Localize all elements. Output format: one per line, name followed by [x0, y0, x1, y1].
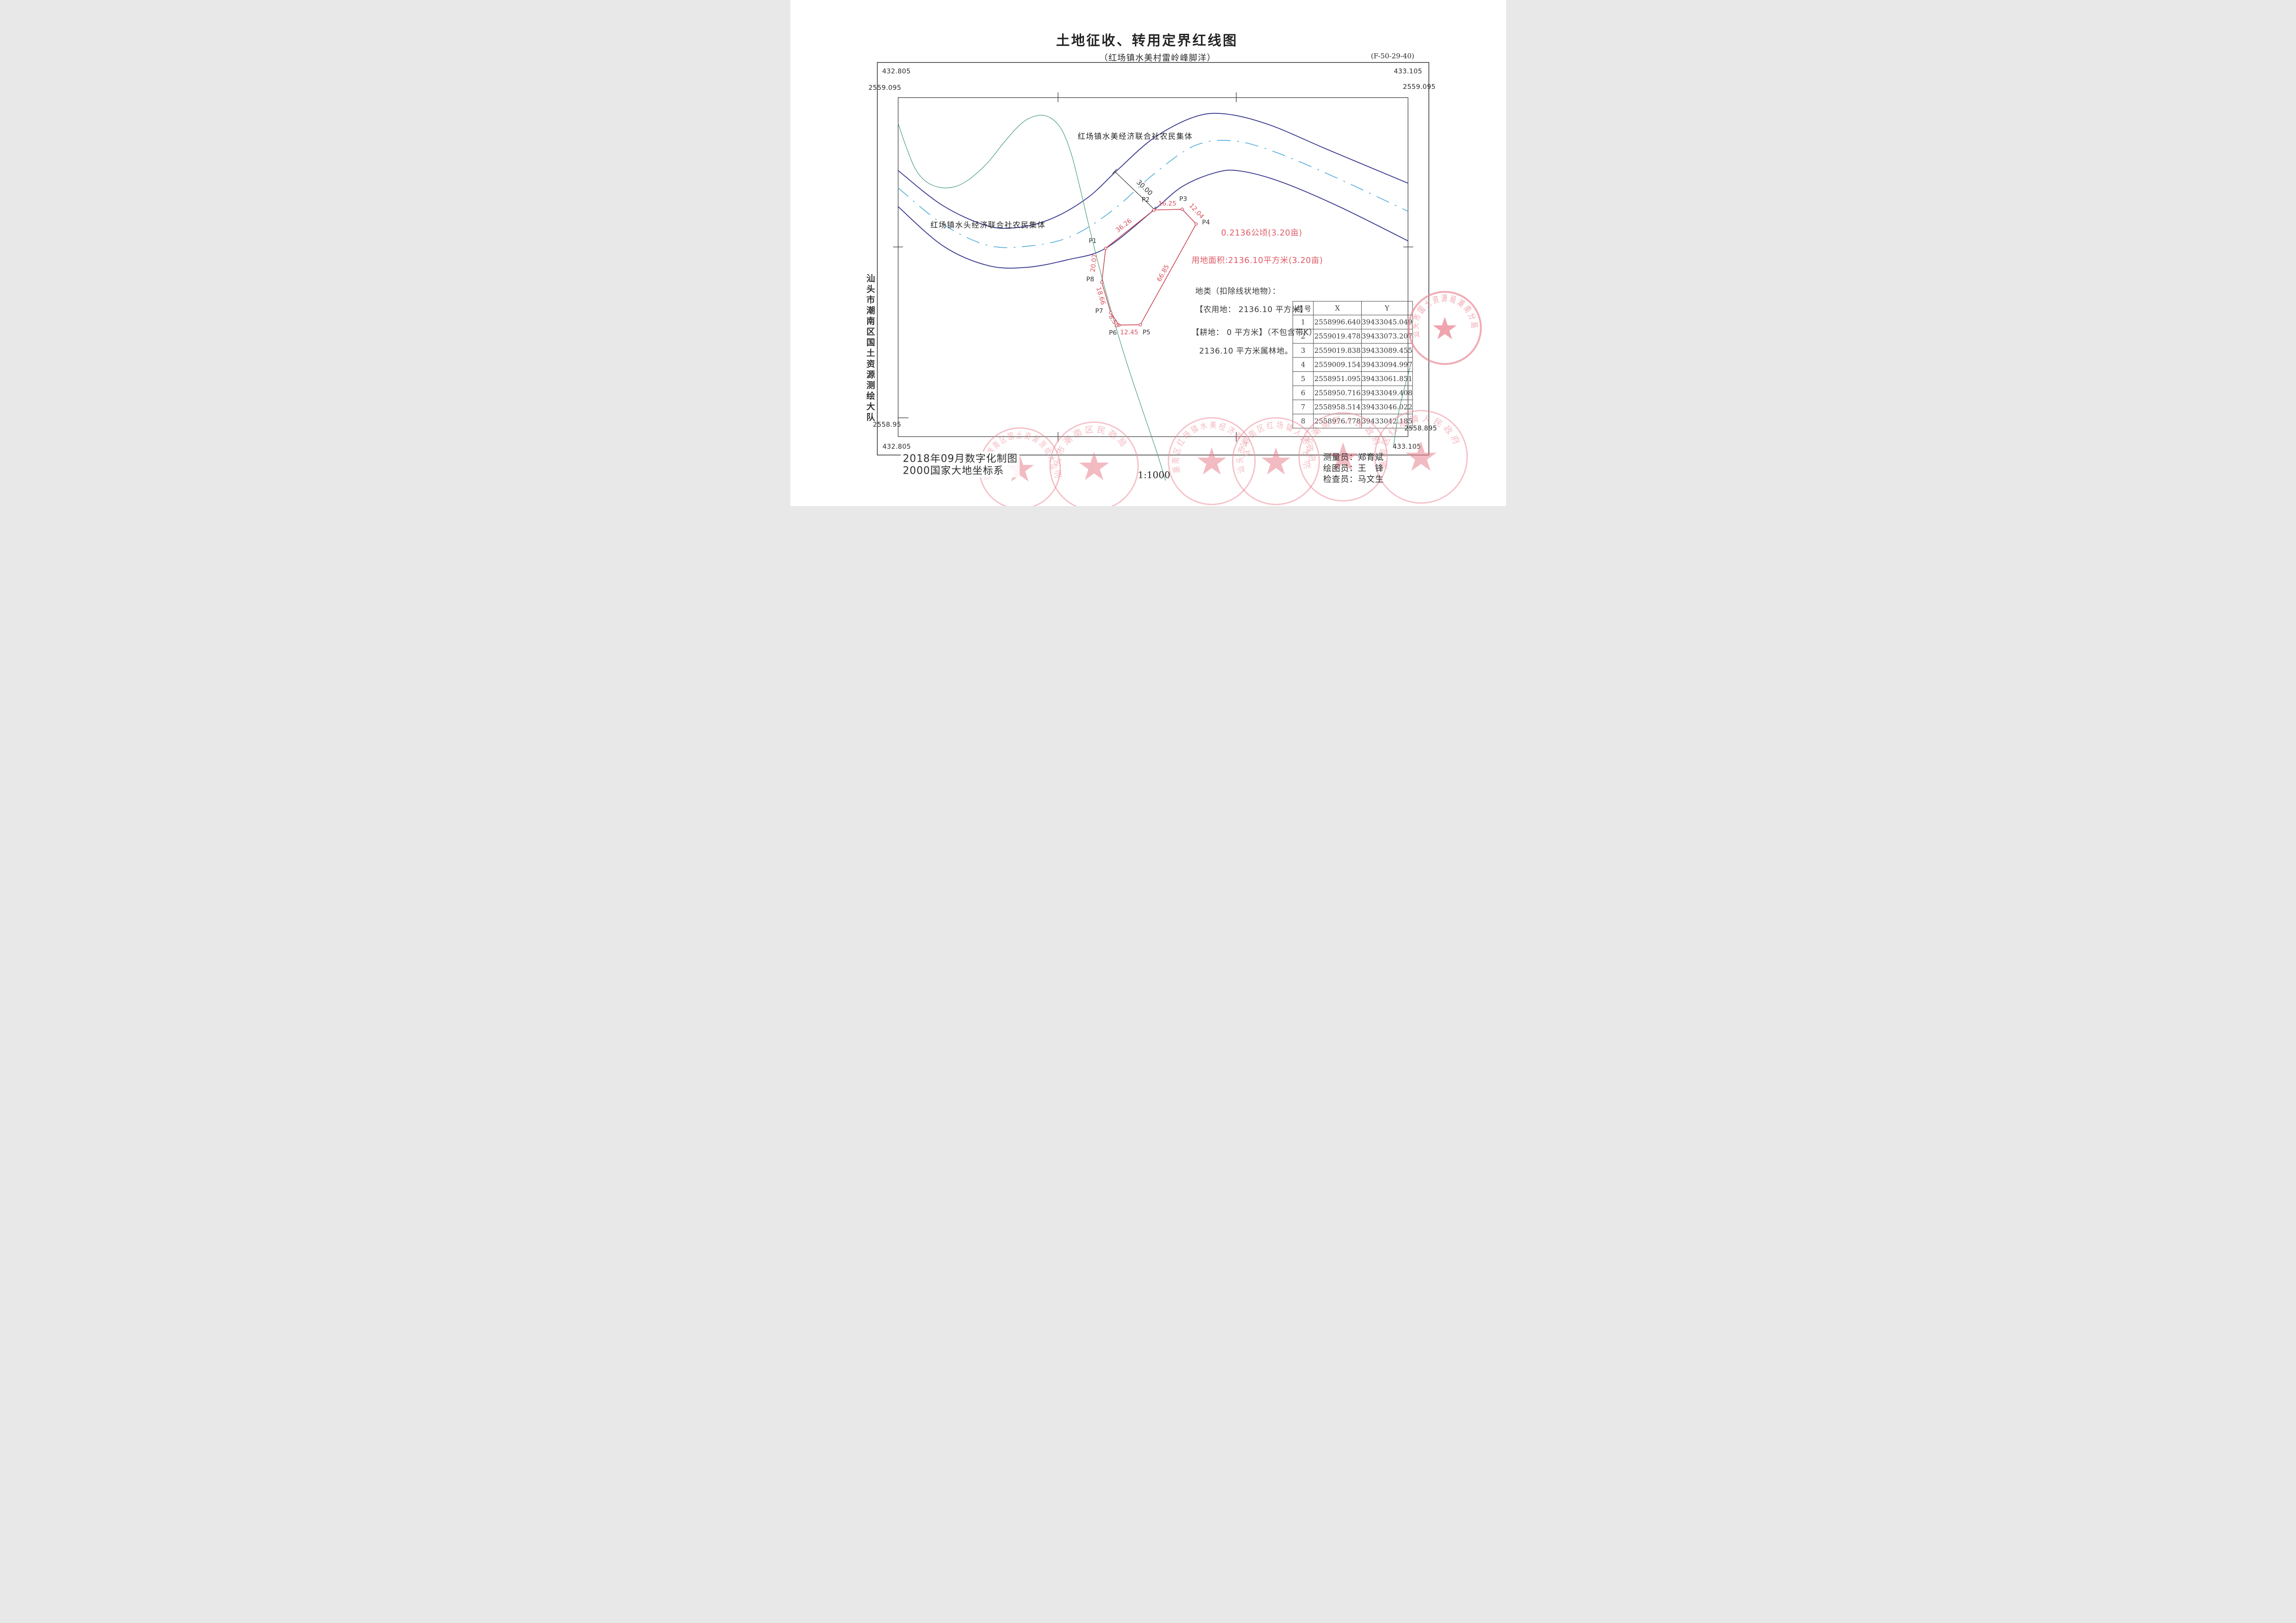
official-seal: 潮南区红场镇水美经济联合社 ★: [1167, 417, 1256, 505]
table-row: 6 2558950.716 39433049.408: [1292, 385, 1413, 401]
col-header-x: X: [1313, 301, 1362, 315]
col-header-y: Y: [1361, 301, 1413, 315]
area-sqm-label: 用地面积:2136.10平方米(3.20亩): [1191, 256, 1323, 265]
star-icon: ★: [1259, 440, 1293, 484]
coordinate-system: 2000国家大地坐标系: [902, 464, 1004, 476]
table-row: 2 2559019.478 39433073.207: [1292, 329, 1413, 344]
official-seal: 汕头市潮南区红场镇人民政府 ★: [1232, 417, 1320, 505]
road-centerline: [897, 140, 1408, 248]
digitization-date: 2018年09月数字化制图: [902, 452, 1018, 464]
cell-x: 2559019.838: [1313, 343, 1362, 358]
owner-label-top: 红场镇水美经济联合社农民集体: [1077, 132, 1193, 141]
page-subtitle: （红场镇水美村雷岭峰脚洋）: [1099, 53, 1216, 63]
cell-y: 39433049.408: [1361, 385, 1413, 401]
cell-point: 6: [1292, 385, 1314, 401]
checker-name: 检查员：马文生: [1323, 474, 1384, 484]
map-scale: 1:1000: [1137, 470, 1170, 481]
staff-block: 测量员：郑育斌 绘图员：王 锋 检查员：马文生: [1323, 452, 1383, 485]
cell-x: 2558950.716: [1313, 385, 1362, 401]
cell-point: 1: [1292, 314, 1314, 330]
table-row: 4 2559009.154 39433094.997: [1292, 357, 1413, 372]
coordinate-table: 点 号 X Y 1 2558996.640 39433045.049 2 255901…: [1292, 301, 1413, 429]
edge-length-p5p6: 12.45: [1120, 328, 1139, 336]
map-sheet: 土地征收、转用定界红线图 （红场镇水美村雷岭峰脚洋） (F-50-29-40) …: [790, 0, 1506, 506]
owner-label-left: 红场镇水头经济联合社农民集体: [930, 221, 1045, 230]
edge-length-p8p1: 20.07: [1089, 253, 1098, 273]
official-seal: 汕头市潮南区民政局 ★: [1049, 421, 1139, 506]
official-seal: 汕头市潮南区人民政府 ★: [1298, 412, 1388, 502]
road-edge-upper: [897, 113, 1408, 229]
cell-point: 7: [1292, 400, 1314, 414]
area-hectares-label: 0.2136公顷(3.20亩): [1220, 228, 1302, 238]
point-label-p4: P4: [1201, 219, 1210, 226]
landclass-agricultural: 【农用地： 2136.10 平方米】: [1195, 305, 1308, 314]
table-row: 5 2558951.095 39433061.851: [1292, 371, 1413, 386]
point-label-p5: P5: [1142, 328, 1151, 336]
point-label-p2: P2: [1141, 195, 1150, 203]
star-icon: ★: [1326, 434, 1360, 480]
surveying-brigade-vertical-label: 汕头市潮南区国土资源测绘大队: [864, 274, 875, 424]
stream-line: [897, 115, 1166, 481]
cell-point: 4: [1292, 357, 1314, 372]
sheet-number: (F-50-29-40): [1370, 52, 1414, 60]
corner-coord-bottom-left-northing: 2558.95: [872, 420, 901, 428]
point-label-p1: P1: [1089, 237, 1097, 244]
corner-coord-top-right-easting: 433.105: [1393, 67, 1422, 75]
map-inner-frame: [897, 97, 1408, 437]
cell-x: 2559009.154: [1313, 357, 1362, 372]
official-seal-land-bureau: 汕头市国土资源局潮南分局 ★: [1408, 291, 1482, 365]
scanned-redline-map: 土地征收、转用定界红线图 （红场镇水美村雷岭峰脚洋） (F-50-29-40) …: [790, 0, 1506, 506]
page-title: 土地征收、转用定界红线图: [1056, 32, 1238, 49]
point-label-p6: P6: [1108, 329, 1117, 337]
star-icon: ★: [1403, 433, 1439, 480]
cell-point: 2: [1292, 329, 1314, 344]
parcel-vertex-markers: [1100, 207, 1198, 327]
cell-y: 39433045.049: [1361, 314, 1413, 330]
corner-coord-bottom-right-easting: 433.105: [1392, 442, 1421, 451]
point-label-p8: P8: [1086, 276, 1094, 283]
corner-coord-top-left-easting: 432.805: [882, 67, 911, 75]
corner-coord-top-left-northing: 2559.095: [868, 83, 901, 92]
point-label-p7: P7: [1095, 307, 1103, 315]
cell-x: 2558976.778: [1313, 414, 1362, 429]
landclass-heading: 地类（扣除线状地物）：: [1195, 286, 1280, 296]
star-icon: ★: [1076, 444, 1111, 489]
coordinate-table-header: 点 号 X Y: [1292, 301, 1413, 315]
surveyor-name: 测量员：郑育斌: [1323, 452, 1384, 463]
map-outer-frame: [876, 62, 1429, 456]
cell-y: 39433094.997: [1361, 357, 1413, 372]
cell-x: 2558951.095: [1313, 371, 1362, 386]
landclass-cultivated: 【耕地： 0 平方米】（不包含带K）: [1191, 327, 1317, 337]
cell-point: 3: [1292, 343, 1314, 358]
cell-x: 2558996.640: [1313, 314, 1362, 330]
table-row: 3 2559019.838 39433089.455: [1292, 343, 1413, 358]
drafter-name: 绘图员：王 锋: [1323, 463, 1384, 473]
table-row: 7 2558958.514 39433046.022: [1292, 400, 1413, 414]
official-seal: 潮南区红场镇人民政府 ★: [1374, 410, 1468, 504]
point-label-p3: P3: [1179, 195, 1187, 203]
cell-y: 39433046.022: [1361, 400, 1413, 414]
cell-x: 2559019.478: [1313, 329, 1362, 344]
corner-coord-top-right-northing: 2559.095: [1402, 82, 1436, 91]
cell-y: 39433061.851: [1361, 371, 1413, 386]
table-row: 1 2558996.640 39433045.049: [1292, 314, 1413, 330]
corner-coord-bottom-left-easting: 432.805: [882, 442, 911, 451]
cell-point: 5: [1292, 371, 1314, 386]
grid-ticks: [893, 92, 1413, 442]
cell-y: 39433089.455: [1361, 343, 1413, 358]
cell-y: 39433073.207: [1361, 329, 1413, 344]
map-production-note: 2018年09月数字化制图 2000国家大地坐标系: [900, 451, 1020, 478]
landclass-forest-note: 2136.10 平方米属林地。: [1199, 346, 1293, 356]
star-icon: ★: [1431, 310, 1458, 346]
map-linework: [893, 92, 1413, 481]
table-row: 8 2558976.778 39433042.185: [1292, 414, 1413, 429]
star-icon: ★: [1195, 440, 1228, 484]
edge-length-p2p3: 16.25: [1158, 200, 1176, 207]
col-header-point: 点 号: [1292, 301, 1314, 315]
